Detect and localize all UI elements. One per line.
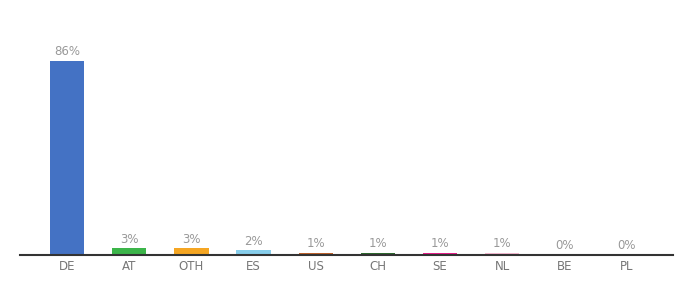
Bar — [299, 253, 333, 255]
Text: 1%: 1% — [369, 237, 387, 250]
Bar — [237, 250, 271, 255]
Text: 0%: 0% — [555, 239, 573, 252]
Text: 1%: 1% — [430, 237, 449, 250]
Bar — [50, 61, 84, 255]
Bar — [485, 253, 520, 255]
Text: 1%: 1% — [493, 237, 511, 250]
Text: 3%: 3% — [120, 232, 139, 245]
Bar — [174, 248, 209, 255]
Bar — [423, 253, 457, 255]
Text: 3%: 3% — [182, 232, 201, 245]
Text: 86%: 86% — [54, 45, 80, 58]
Bar — [361, 253, 395, 255]
Text: 1%: 1% — [307, 237, 325, 250]
Bar — [112, 248, 146, 255]
Text: 0%: 0% — [617, 239, 636, 252]
Text: 2%: 2% — [244, 235, 263, 248]
